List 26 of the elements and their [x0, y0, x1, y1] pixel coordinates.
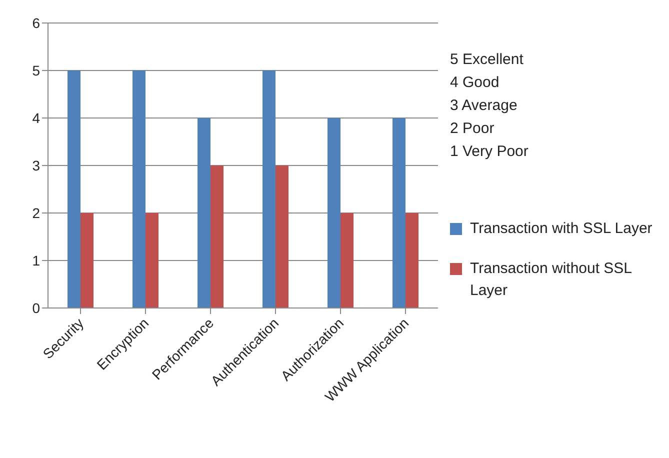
bar	[276, 166, 288, 308]
bar	[80, 213, 94, 308]
legend-label: Transaction without SSL Layer	[470, 259, 632, 301]
bar	[146, 213, 158, 308]
bar	[132, 70, 146, 308]
bar	[328, 118, 340, 308]
y-tick-label: 0	[32, 300, 40, 316]
legend-label: Transaction with SSL Layer	[470, 219, 654, 239]
y-tick-label: 6	[32, 14, 40, 31]
text: 2 Poor	[450, 119, 496, 139]
y-tick-label: 2	[32, 204, 40, 221]
y-tick-label: 1	[32, 252, 40, 268]
bar	[340, 213, 354, 308]
text: 5 Excellent	[450, 50, 524, 70]
bar	[210, 166, 224, 308]
y-tick-label: 3	[32, 157, 40, 174]
text: 1 Very Poor	[450, 142, 528, 162]
bar	[392, 118, 406, 308]
bar	[198, 118, 210, 308]
text: 4 Good	[450, 73, 500, 93]
bar	[406, 213, 418, 308]
bar	[262, 70, 276, 308]
bar	[68, 70, 80, 308]
text: 3 Average	[450, 96, 518, 116]
y-tick-label: 5	[32, 62, 40, 78]
y-tick-label: 4	[32, 110, 40, 126]
